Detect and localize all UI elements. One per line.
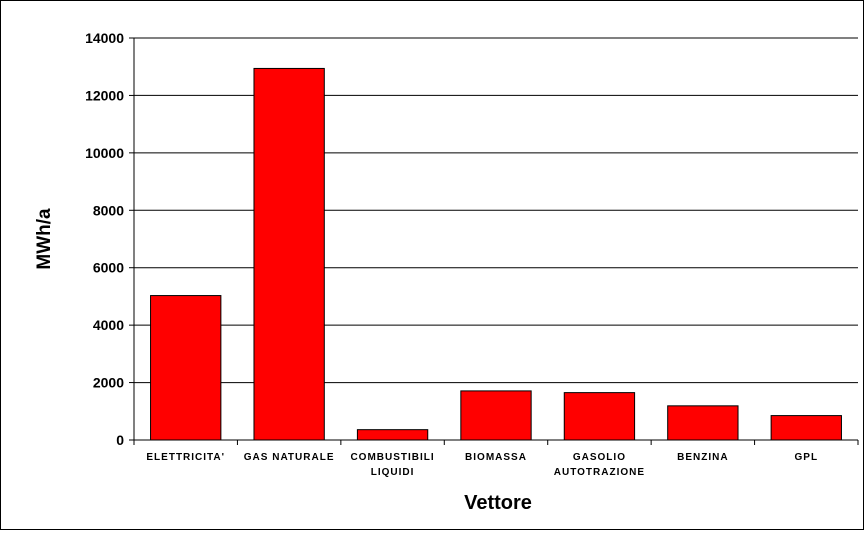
bar <box>563 392 636 441</box>
y-tick-label: 8000 <box>93 202 124 218</box>
bar <box>356 429 429 441</box>
bar <box>150 295 222 441</box>
labels: 0 2000 4000 6000 8000 10000 12000 14000 ELETTRIC… <box>85 30 819 478</box>
y-tick-label: 0 <box>116 432 124 448</box>
x-category-label: COMBUSTIBILI <box>350 452 434 463</box>
x-category-label: BENZINA <box>677 452 728 463</box>
y-tick-label: 2000 <box>93 375 124 391</box>
y-tick-label: 6000 <box>93 260 124 276</box>
y-tick-label: 12000 <box>85 87 124 103</box>
bars <box>150 67 842 441</box>
x-category-label: GASOLIO <box>573 452 626 463</box>
x-category-label: GAS NATURALE <box>244 452 335 463</box>
x-category-label: LIQUIDI <box>371 467 415 478</box>
bar <box>770 415 842 441</box>
x-category-label: GPL <box>795 452 819 463</box>
x-category-label: ELETTRICITA' <box>146 452 225 463</box>
bar <box>460 390 532 441</box>
y-axis-title: MWh/a <box>34 208 55 270</box>
x-axis-title: Vettore <box>464 492 532 514</box>
y-tick-label: 4000 <box>93 317 124 333</box>
y-tick-label: 14000 <box>85 30 124 46</box>
x-category-label: AUTOTRAZIONE <box>554 467 645 478</box>
bar <box>667 405 739 441</box>
axes <box>129 37 859 445</box>
x-category-label: BIOMASSA <box>465 452 527 463</box>
y-tick-label: 10000 <box>85 145 124 161</box>
bar <box>253 67 325 441</box>
